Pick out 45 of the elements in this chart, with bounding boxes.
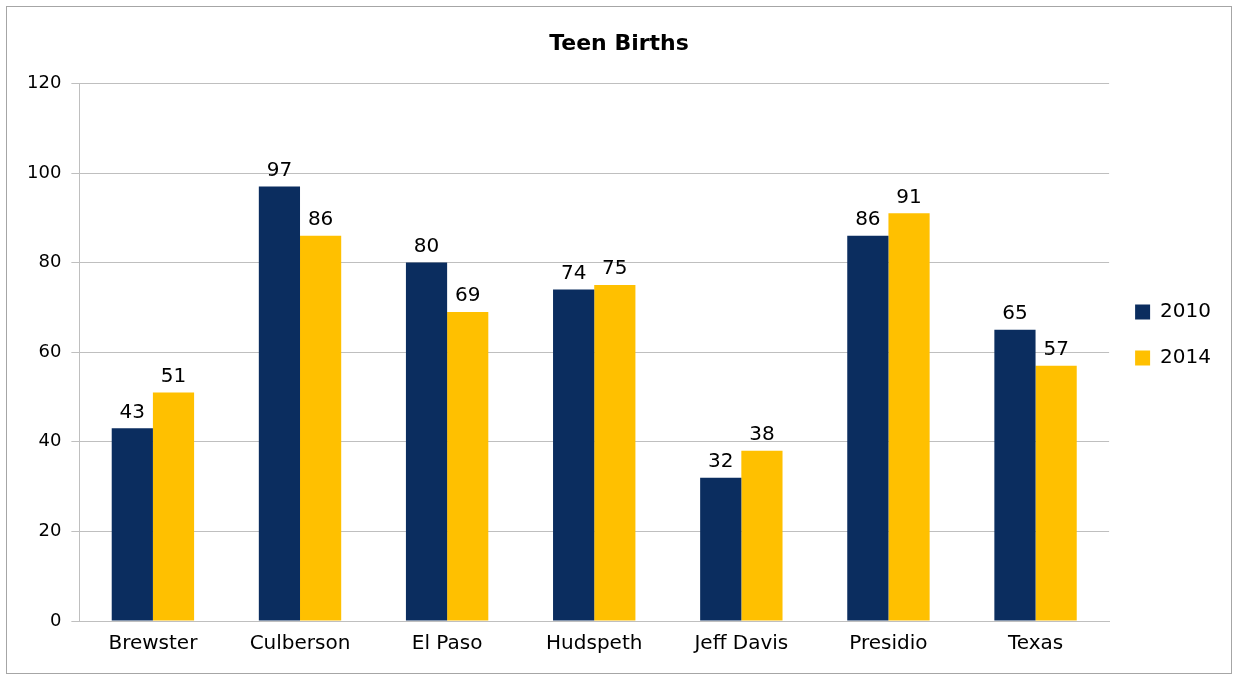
bar [994, 329, 1036, 621]
data-label: 80 [413, 232, 440, 257]
bar [594, 285, 636, 621]
x-tick-label: Jeff Davis [692, 630, 789, 655]
bar [300, 235, 342, 621]
data-label: 32 [708, 447, 734, 472]
bar [447, 311, 489, 621]
data-label: 86 [855, 205, 881, 230]
legend-label: 2014 [1160, 344, 1212, 369]
y-tick-label: 60 [38, 339, 62, 361]
data-label: 57 [1043, 335, 1069, 360]
bar [741, 450, 783, 621]
data-label: 43 [119, 398, 146, 423]
bar [405, 262, 448, 621]
data-label: 97 [266, 156, 293, 181]
y-tick-label: 80 [38, 250, 62, 272]
y-tick-label: 0 [49, 608, 62, 630]
y-tick-label: 40 [38, 429, 62, 451]
y-tick-label: 120 [27, 71, 62, 93]
data-label: 75 [602, 255, 628, 280]
x-tick-label: Culberson [249, 630, 351, 655]
x-tick-label: El Paso [411, 630, 483, 655]
data-label: 38 [749, 420, 775, 445]
data-label: 86 [307, 205, 334, 230]
bar [111, 428, 153, 621]
bar [847, 235, 889, 621]
bar [553, 289, 595, 621]
bar [258, 186, 301, 621]
x-tick-label: Texas [1006, 630, 1064, 655]
chart-title: Teen Births [549, 29, 689, 55]
bar [700, 477, 742, 621]
x-tick-label: Hudspeth [546, 630, 643, 655]
legend-label: 2010 [1160, 298, 1212, 323]
bar [152, 392, 195, 621]
x-tick-label: Presidio [849, 630, 928, 655]
x-tick-label: Brewster [108, 630, 199, 655]
bar [888, 213, 930, 621]
data-label: 74 [560, 259, 587, 284]
data-label: 51 [160, 362, 187, 387]
y-tick-label: 100 [27, 160, 62, 182]
data-label: 91 [896, 183, 922, 208]
bar [1035, 365, 1077, 621]
y-tick-label: 20 [38, 519, 62, 541]
data-label: 69 [454, 282, 481, 307]
data-label: 65 [1002, 300, 1028, 324]
